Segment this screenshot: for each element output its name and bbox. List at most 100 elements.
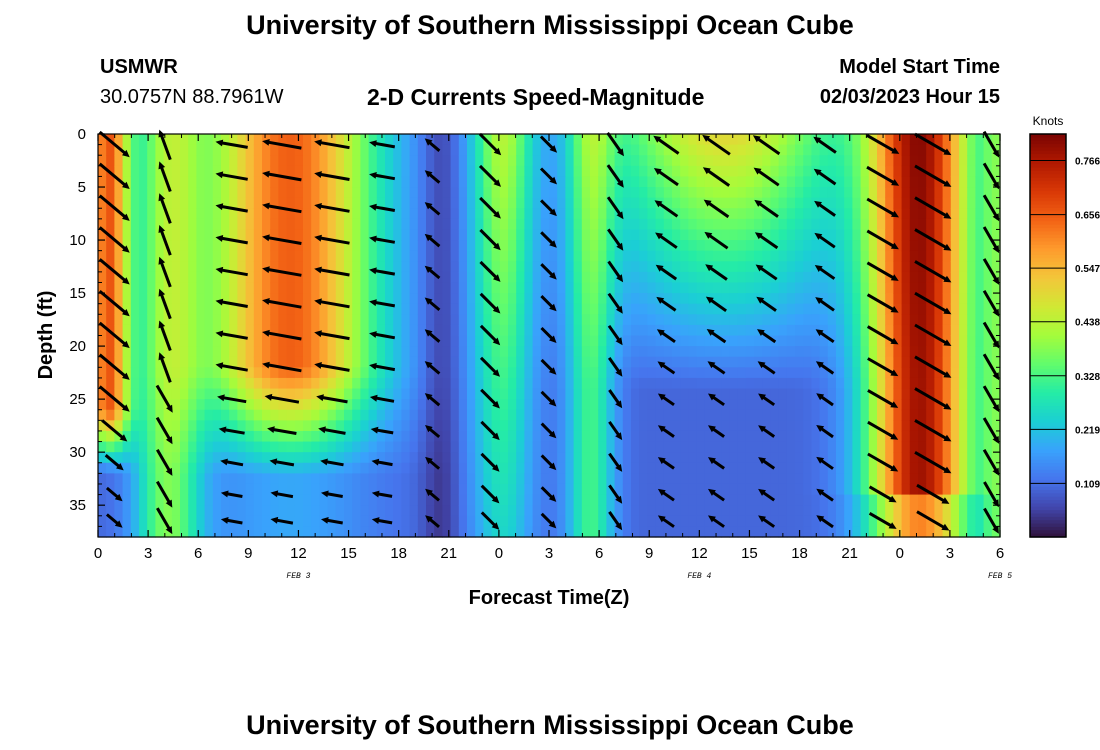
heatmap-cell — [368, 155, 378, 167]
heatmap-cell — [516, 505, 525, 517]
heatmap-cell — [417, 134, 427, 146]
heatmap-cell — [229, 155, 238, 167]
heatmap-cell — [286, 324, 296, 337]
heatmap-cell — [319, 420, 329, 432]
heatmap-cell — [975, 155, 985, 167]
heatmap-cell — [565, 335, 575, 347]
current-arrow — [158, 352, 172, 383]
heatmap-cell — [360, 483, 370, 496]
heatmap-cell — [352, 473, 361, 485]
heatmap-cell — [836, 483, 845, 496]
heatmap-cell — [229, 324, 238, 337]
heatmap-cell — [409, 165, 419, 178]
heatmap-cell — [901, 409, 911, 421]
heatmap-cell — [180, 441, 189, 453]
heatmap-cell — [171, 176, 181, 188]
heatmap-cell — [442, 134, 452, 146]
heatmap-cell — [991, 165, 1001, 178]
heatmap-cell — [122, 335, 132, 347]
heatmap-cell — [335, 229, 345, 241]
current-arrow — [866, 197, 899, 218]
heatmap-cell — [458, 197, 468, 209]
heatmap-cell — [606, 155, 616, 167]
heatmap-cell — [516, 229, 525, 241]
heatmap-cell — [270, 420, 279, 432]
heatmap-cell — [376, 240, 386, 252]
heatmap-cell — [647, 229, 657, 241]
heatmap-cell — [959, 229, 968, 241]
heatmap-cell — [180, 409, 189, 421]
heatmap-cell — [98, 165, 107, 178]
heatmap-cell — [934, 293, 944, 305]
heatmap-cell — [696, 335, 706, 347]
heatmap-cell — [893, 229, 903, 241]
heatmap-cell — [647, 526, 657, 538]
heatmap-cell — [98, 356, 107, 368]
heatmap-cell — [442, 430, 452, 443]
current-arrow — [540, 326, 557, 343]
heatmap-cell — [868, 526, 878, 538]
heatmap-cell — [508, 409, 517, 421]
heatmap-cell — [852, 229, 862, 241]
heatmap-cell — [704, 377, 714, 390]
heatmap-cell — [114, 473, 124, 485]
heatmap-cell — [458, 462, 468, 474]
heatmap-cell — [352, 388, 361, 400]
heatmap-cell — [688, 473, 698, 485]
heatmap-cell — [565, 526, 575, 538]
heatmap-cell — [926, 526, 935, 538]
heatmap-cell — [901, 494, 911, 506]
heatmap-cell — [147, 134, 156, 146]
heatmap-cell — [221, 399, 230, 411]
colorbar-segment — [1030, 530, 1066, 535]
heatmap-cell — [180, 494, 189, 506]
heatmap-cell — [327, 176, 337, 188]
current-arrow — [867, 452, 899, 472]
heatmap-cell — [975, 187, 985, 199]
heatmap-cell — [475, 293, 484, 305]
heatmap-cell — [721, 420, 730, 432]
heatmap-cell — [417, 197, 427, 209]
heatmap-cell — [647, 271, 657, 284]
heatmap-cell — [368, 187, 378, 199]
colorbar-segment — [1030, 385, 1066, 390]
heatmap-cell — [934, 144, 944, 156]
heatmap-cell — [655, 250, 665, 262]
heatmap-cell — [319, 176, 329, 188]
heatmap-cell — [598, 377, 607, 390]
heatmap-cell — [253, 176, 263, 188]
heatmap-cell — [606, 346, 616, 358]
heatmap-cell — [868, 218, 878, 231]
heatmap-cell — [401, 250, 411, 262]
heatmap-cell — [130, 515, 140, 527]
heatmap-cell — [335, 324, 345, 337]
heatmap-cell — [631, 526, 640, 538]
heatmap-cell — [975, 208, 985, 220]
heatmap-cell — [409, 494, 419, 506]
heatmap-cell — [376, 483, 386, 496]
heatmap-cell — [827, 314, 837, 326]
heatmap-cell — [344, 250, 353, 262]
heatmap-cell — [680, 335, 689, 347]
heatmap-cell — [327, 165, 337, 178]
heatmap-cell — [877, 271, 886, 284]
heatmap-cell — [811, 271, 821, 284]
x-tick-label: 12 — [691, 545, 708, 562]
heatmap-cell — [122, 155, 132, 167]
heatmap-cell — [344, 324, 353, 337]
heatmap-cell — [975, 399, 985, 411]
heatmap-cell — [549, 134, 558, 146]
current-arrow — [98, 353, 130, 380]
heatmap-cell — [540, 515, 550, 527]
heatmap-cell — [327, 144, 337, 156]
heatmap-cell — [237, 303, 247, 315]
heatmap-cell — [967, 314, 976, 326]
current-arrow — [262, 202, 302, 214]
heatmap-cell — [294, 420, 304, 432]
heatmap-cell — [942, 314, 952, 326]
heatmap-cell — [221, 197, 230, 209]
heatmap-cell — [335, 377, 345, 390]
heatmap-cell — [98, 346, 107, 358]
heatmap-cell — [229, 399, 238, 411]
heatmap-cell — [155, 473, 165, 485]
